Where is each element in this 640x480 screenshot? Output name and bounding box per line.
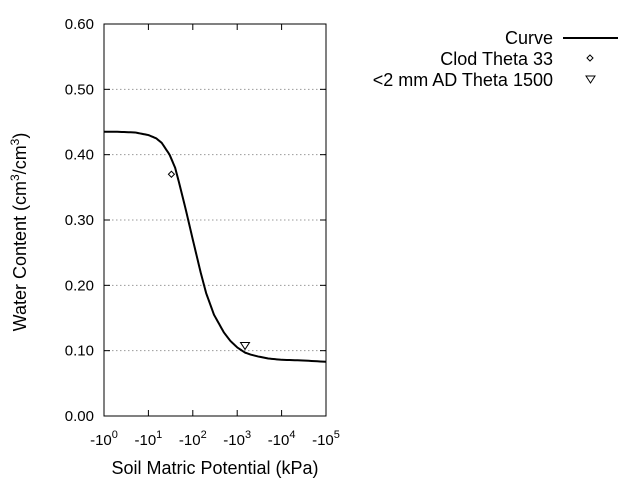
legend-label-clod: Clod Theta 33 [440,49,553,69]
y-tick-label: 0.10 [65,343,94,360]
y-tick-label: 0.20 [65,277,94,294]
legend: Curve Clod Theta 33 <2 mm AD Theta 1500 [373,28,618,90]
x-tick-label: -104 [268,429,296,449]
y-axis-title-end: ) [10,133,30,139]
x-tick-label: -102 [179,429,207,449]
legend-label-curve: Curve [505,28,553,48]
clod-theta-33-point [167,170,176,178]
axis-ticks: 0.00 0.10 0.20 0.30 0.40 0.50 0.60 -100 -101 -102… [65,16,340,449]
x-axis-title: Soil Matric Potential (kPa) [111,458,318,478]
series [104,130,327,363]
y-axis-title-mid: /cm [10,145,30,174]
legend-marker-diamond [586,54,594,62]
y-axis-title-sup2: 3 [8,138,22,145]
y-axis-title: Water Content (cm3/cm3) [8,133,30,332]
curve-line [104,130,327,363]
y-axis-title-main: Water Content (cm [10,181,30,331]
y-tick-label: 0.40 [65,147,94,164]
y-tick-label: 0.60 [65,16,94,33]
ad-theta-1500-point [239,341,251,351]
x-tick-label: -100 [90,429,118,449]
x-tick-label: -105 [312,429,340,449]
y-axis-title-sup1: 3 [8,174,22,181]
x-tick-label: -103 [223,429,251,449]
x-tick-label: -101 [134,429,162,449]
y-tick-label: 0.00 [65,408,94,425]
legend-marker-triangle-down [585,75,596,84]
y-tick-label: 0.30 [65,212,94,229]
grid-lines [104,88,326,352]
y-tick-label: 0.50 [65,81,94,98]
legend-label-ad: <2 mm AD Theta 1500 [373,70,553,90]
